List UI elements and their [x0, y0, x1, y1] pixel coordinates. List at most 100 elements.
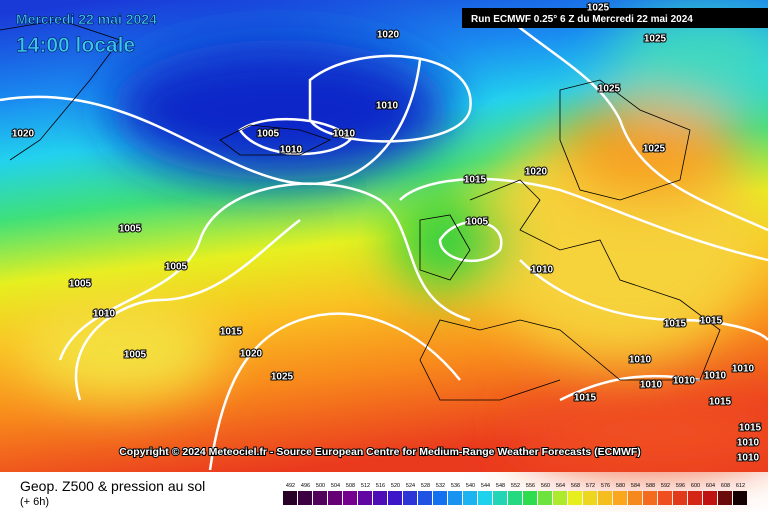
isobar-label: 1010	[93, 309, 116, 320]
run-info: Run ECMWF 0.25° 6 Z du Mercredi 22 mai 2…	[471, 14, 693, 25]
isobar-label: 1015	[464, 175, 487, 186]
run-box	[462, 8, 768, 28]
scale-swatch	[493, 491, 507, 505]
scale-label: 508	[346, 483, 355, 489]
isobar-label: 1025	[271, 372, 294, 383]
scale-label: 580	[616, 483, 625, 489]
scale-swatch	[388, 491, 402, 505]
scale-swatch	[313, 491, 327, 505]
isobar-label: 1025	[598, 84, 621, 95]
scale-label: 604	[706, 483, 715, 489]
isobar-label: 1010	[732, 364, 755, 375]
scale-swatch	[418, 491, 432, 505]
isobar-label: 1010	[737, 438, 760, 449]
product-title: Geop. Z500 & pression au sol	[20, 478, 205, 494]
scale-swatch	[328, 491, 342, 505]
scale-label: 544	[481, 483, 490, 489]
scale-swatch	[343, 491, 357, 505]
scale-label: 588	[646, 483, 655, 489]
scale-label: 500	[316, 483, 325, 489]
copyright: Copyright © 2024 Meteociel.fr - Source E…	[119, 446, 641, 458]
scale-swatch	[718, 491, 732, 505]
scale-swatch	[703, 491, 717, 505]
isobar-label: 1005	[165, 262, 188, 273]
date: Mercredi 22 mai 2024	[16, 11, 157, 27]
scale-swatch	[358, 491, 372, 505]
scale-swatch	[478, 491, 492, 505]
scale-swatch	[688, 491, 702, 505]
scale-label: 568	[571, 483, 580, 489]
scale-label: 540	[466, 483, 475, 489]
scale-swatch	[523, 491, 537, 505]
isobar-label: 1005	[119, 224, 142, 235]
isobar-label: 1005	[466, 217, 489, 228]
isobar-label: 1010	[704, 371, 727, 382]
isobar-label: 1015	[220, 327, 243, 338]
isobar-label: 1010	[737, 453, 760, 464]
scale-swatch	[283, 491, 297, 505]
scale-swatch	[613, 491, 627, 505]
isobar-label: 1020	[12, 129, 35, 140]
local-time: 14:00 locale	[16, 34, 135, 57]
isobar-label: 1010	[531, 265, 554, 276]
scale-swatch	[733, 491, 747, 505]
isobar-label: 1015	[574, 393, 597, 404]
scale-swatch	[373, 491, 387, 505]
scale-label: 596	[676, 483, 685, 489]
scale-swatch	[298, 491, 312, 505]
isobar-label: 1025	[587, 3, 610, 14]
isobar-label: 1020	[525, 167, 548, 178]
scale-swatch	[538, 491, 552, 505]
scale-swatch	[403, 491, 417, 505]
scale-label: 512	[361, 483, 370, 489]
isobar-label: 1020	[240, 349, 263, 360]
isobar-label: 1010	[629, 355, 652, 366]
scale-swatch	[598, 491, 612, 505]
scale-label: 572	[586, 483, 595, 489]
isobar-label: 1010	[333, 129, 356, 140]
isobar-label: 1015	[664, 319, 687, 330]
scale-label: 608	[721, 483, 730, 489]
scale-swatch	[448, 491, 462, 505]
isobar-label: 1005	[69, 279, 92, 290]
scale-swatch	[583, 491, 597, 505]
scale-label: 560	[541, 483, 550, 489]
scale-label: 524	[406, 483, 415, 489]
scale-swatch	[463, 491, 477, 505]
isobar-label: 1015	[739, 423, 762, 434]
coastlines	[0, 19, 721, 401]
scale-swatch	[628, 491, 642, 505]
isobar-label: 1015	[700, 316, 723, 327]
isobar-label: 1010	[376, 101, 399, 112]
scale-label: 552	[511, 483, 520, 489]
scale-label: 496	[301, 483, 310, 489]
scale-swatch	[658, 491, 672, 505]
scale-label: 584	[631, 483, 640, 489]
isobar-label: 1010	[673, 376, 696, 387]
map	[0, 0, 768, 472]
scale-label: 536	[451, 483, 460, 489]
scale-swatch	[433, 491, 447, 505]
scale-label: 576	[601, 483, 610, 489]
isobar-label: 1020	[377, 30, 400, 41]
scale-label: 548	[496, 483, 505, 489]
scale-swatch	[568, 491, 582, 505]
scale-swatch	[673, 491, 687, 505]
scale-label: 612	[736, 483, 745, 489]
scale-label: 492	[286, 483, 295, 489]
scale-label: 592	[661, 483, 670, 489]
isobar-label: 1005	[124, 350, 147, 361]
scale-swatch	[643, 491, 657, 505]
scale-label: 564	[556, 483, 565, 489]
isobar-label: 1025	[643, 144, 666, 155]
isobar-label: 1005	[257, 129, 280, 140]
scale-swatch	[553, 491, 567, 505]
lead-time: (+ 6h)	[20, 496, 49, 508]
isobar-label: 1015	[709, 397, 732, 408]
scale-label: 532	[436, 483, 445, 489]
isobar-label: 1025	[644, 34, 667, 45]
scale-label: 600	[691, 483, 700, 489]
isobar-label: 1010	[640, 380, 663, 391]
scale-label: 504	[331, 483, 340, 489]
scale-label: 528	[421, 483, 430, 489]
